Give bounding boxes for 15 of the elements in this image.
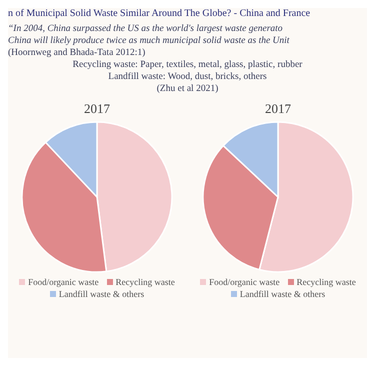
text: Landfill waste: Wood, dust, bricks, others bbox=[107, 71, 268, 83]
legend-label: Landfill waste & others bbox=[240, 289, 326, 299]
chart-title: 2017 bbox=[265, 101, 291, 117]
text: “In 2004, China surpassed the US as the world's largest waste generato bbox=[8, 23, 284, 35]
legend-label: Landfill waste & others bbox=[58, 289, 144, 299]
text: n of Municipal Solid Waste Similar Around The Globe? - China and France bbox=[8, 8, 312, 19]
chart-title: 2017 bbox=[84, 101, 110, 117]
legend-label: Recycling waste bbox=[296, 277, 356, 287]
text: Recycling waste: Paper, textiles, metal, glass, plastic, rubber bbox=[72, 59, 304, 71]
legend-label: Food/organic waste bbox=[28, 277, 99, 287]
text: China will likely produce twice as much municipal solid waste as the Unit bbox=[8, 35, 290, 47]
text: (Zhu et al 2021) bbox=[156, 83, 220, 95]
legend-label: Recycling waste bbox=[116, 277, 175, 287]
text: (Hoornweg and Bhada-Tata 2012:1) bbox=[8, 47, 146, 59]
legend-label: Food/organic waste bbox=[209, 277, 280, 287]
